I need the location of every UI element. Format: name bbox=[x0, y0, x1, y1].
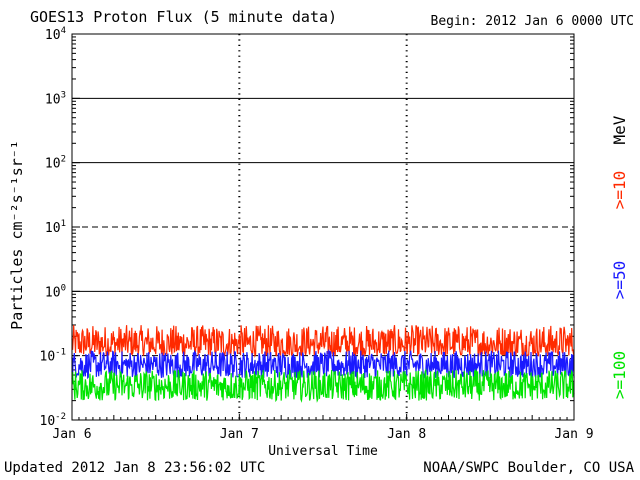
x-tick-label: Jan 6 bbox=[52, 427, 91, 442]
y-tick-labels: 10-2 10-1 100 101 102 103 104 bbox=[40, 26, 67, 429]
y-tick-label: 103 bbox=[45, 90, 66, 107]
credit-label: NOAA/SWPC Boulder, CO USA bbox=[423, 460, 634, 476]
plot-frame bbox=[71, 33, 575, 421]
updated-timestamp: Updated 2012 Jan 8 23:56:02 UTC bbox=[4, 460, 266, 476]
legend-entry: MeV bbox=[610, 115, 629, 144]
x-tick-labels: Jan 6 Jan 7 Jan 8 Jan 9 bbox=[52, 427, 593, 442]
series-line bbox=[71, 325, 575, 358]
x-tick-label: Jan 9 bbox=[554, 427, 593, 442]
y-tick-label: 104 bbox=[45, 26, 66, 43]
series-layer bbox=[71, 325, 575, 403]
y-tick-label: 101 bbox=[45, 219, 66, 236]
y-axis-label: Particles cm⁻²s⁻¹sr⁻¹ bbox=[8, 140, 26, 330]
legend-entry: >=50 bbox=[610, 261, 629, 300]
x-tick-label: Jan 8 bbox=[387, 427, 426, 442]
series-line bbox=[71, 368, 575, 403]
begin-time-label: Begin: 2012 Jan 6 0000 UTC bbox=[430, 14, 635, 29]
y-tick-label: 100 bbox=[45, 283, 66, 300]
legend-entry: >=10 bbox=[610, 171, 629, 210]
legend-entry: >=100 bbox=[610, 351, 629, 399]
x-axis-label: Universal Time bbox=[268, 444, 378, 459]
y-tick-label: 10-2 bbox=[40, 412, 67, 429]
legend: MeV >=10 >=50 >=100 bbox=[610, 115, 629, 399]
x-tick-label: Jan 7 bbox=[220, 427, 259, 442]
chart-title: GOES13 Proton Flux (5 minute data) bbox=[30, 8, 338, 26]
y-tick-label: 102 bbox=[45, 155, 66, 172]
y-tick-label: 10-1 bbox=[40, 348, 67, 365]
